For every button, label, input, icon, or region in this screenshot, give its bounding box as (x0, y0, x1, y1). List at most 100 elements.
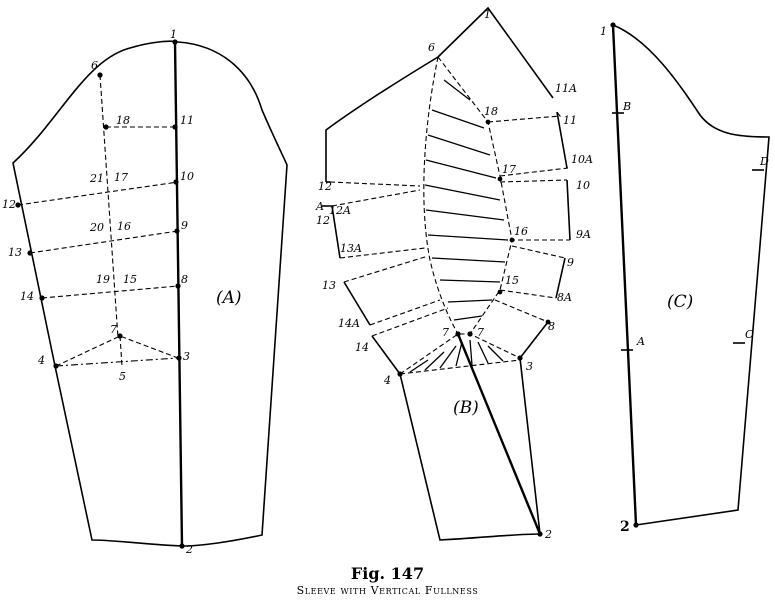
panel-a-label-7: 7 (110, 323, 117, 336)
panel-b-label-18: 18 (484, 105, 498, 118)
panel-a-dot-6 (97, 72, 103, 78)
panel-b-title: (B) (453, 398, 479, 418)
panel-b-dot-16 (509, 237, 515, 243)
panel-b-spread-13a (339, 247, 426, 259)
panel-b-cap-outline (437, 6, 554, 99)
panel-a-line-13-9 (29, 230, 179, 254)
panel-a-label-5: 5 (119, 370, 126, 383)
panel-a-line-4-7-3 (55, 335, 179, 367)
panel-a-line-12-10 (17, 181, 179, 206)
panel-c-dot-1 (610, 22, 616, 28)
panel-a-dot-2 (179, 543, 185, 549)
panel-a-dot-8 (175, 283, 181, 289)
panel-a-dot-13 (27, 250, 33, 256)
panel-b-spread-14 (371, 307, 449, 337)
figure-subtitle: Sleeve with Vertical Fullness (296, 584, 479, 597)
panel-b-spread-12 (329, 181, 421, 187)
panel-a-dot-1 (172, 39, 178, 45)
panel-a-dot-14 (39, 295, 45, 301)
panel-b-dot-18 (485, 119, 491, 125)
panel-b-right-seg-11a (556, 111, 568, 169)
panel-b-label-8: 8 (548, 320, 555, 333)
panel-a-label-2: 2 (185, 543, 193, 556)
panel-b-label-9: 9 (567, 256, 574, 269)
panel-a-dot-10 (173, 179, 179, 185)
panel-a: 1 6 18 11 21 17 10 12 20 16 9 13 19 15 8… (2, 28, 288, 556)
panel-b-label-17: 17 (502, 163, 516, 176)
panel-b-label-14: 14 (355, 341, 369, 354)
panel-b-label-12: 12 (318, 180, 332, 193)
panel-b-label-11a: 11A (555, 82, 577, 95)
panel-b-label-10a: 10A (571, 153, 593, 166)
panel-b-insert-right-edge (437, 56, 513, 335)
panel-b-label-12b: 12 (316, 214, 330, 227)
panel-a-label-14: 14 (20, 290, 34, 303)
panel-b-label-7b: 7 (477, 326, 484, 339)
panel-b-left-seg-14 (371, 335, 401, 375)
panel-b-dot-3 (517, 355, 523, 361)
panel-b-label-15: 15 (505, 274, 519, 287)
panel-a-label-1: 1 (170, 28, 177, 41)
panel-c-title: (C) (667, 292, 693, 312)
panel-b-label-12a: 12A (329, 204, 351, 217)
panel-c-label-b: B (622, 100, 631, 113)
panel-b-label-4: 4 (383, 374, 391, 387)
panel-a-label-13: 13 (8, 246, 22, 259)
panel-a-line-4-3 (55, 357, 179, 367)
panel-b-label-6: 6 (428, 41, 435, 54)
panel-b-right-seg-9a (555, 257, 566, 299)
panel-b-label-11: 11 (563, 114, 577, 127)
panel-b-dot-15 (497, 289, 503, 295)
panel-a-label-16: 16 (117, 220, 131, 233)
panel-b-right-seg-8a (519, 321, 549, 359)
panel-b-spread-12a (331, 189, 421, 207)
panel-a-label-17: 17 (114, 171, 128, 184)
panel-b-label-2: 2 (544, 528, 552, 541)
panel-b-upper-left-outline (325, 56, 439, 182)
panel-b-lower-v (399, 333, 521, 375)
panel-a-label-12: 12 (2, 198, 16, 211)
panel-a-dot-11 (172, 124, 178, 130)
panel-b-spread-14a (369, 299, 441, 326)
panel-b-spread-8 (494, 299, 549, 323)
panel-c-label-1: 1 (600, 25, 607, 38)
panel-b-label-1: 1 (484, 8, 491, 21)
panel-a-dot-12 (15, 202, 21, 208)
panel-b-label-a: A (315, 200, 324, 213)
panel-b-label-3: 3 (526, 360, 533, 373)
panel-a-outline (12, 40, 288, 547)
panel-c-label-a: A (636, 335, 645, 348)
panel-b-base-line (399, 359, 521, 375)
panel-b-label-14a: 14A (338, 317, 360, 330)
panel-a-label-21: 21 (89, 172, 104, 185)
panel-a-dot-4 (53, 363, 59, 369)
panel-b-right-seg-10a (566, 179, 571, 241)
panel-b-spread-8a (499, 289, 557, 299)
panel-a-dot-7 (117, 333, 123, 339)
panel-b-label-13: 13 (322, 279, 336, 292)
panel-c-label-2: 2 (620, 519, 630, 535)
panel-a-label-8: 8 (181, 273, 188, 286)
panel-b-spread-10a (499, 167, 569, 177)
panel-c-dot-2 (633, 522, 639, 528)
panel-c-grain-line (611, 24, 638, 526)
panel-b-dot-8 (545, 319, 551, 325)
panel-a-label-11: 11 (180, 114, 194, 127)
panel-b-hatching (409, 79, 509, 373)
panel-b-spread-13 (343, 255, 429, 283)
panel-a-dot-9 (174, 228, 180, 234)
panel-a-label-18: 18 (116, 114, 130, 127)
panel-b-label-9a: 9A (576, 228, 591, 241)
panel-b-label-8a: 8A (557, 291, 572, 304)
panel-a-line-14-8 (41, 285, 179, 299)
panel-a-label-6: 6 (91, 59, 98, 72)
panel-b-dot-7a (455, 331, 461, 337)
panel-a-label-3: 3 (183, 350, 190, 363)
panel-b-lower-outline (399, 357, 541, 541)
panel-b-dot-4 (397, 371, 403, 377)
panel-b-label-10: 10 (576, 179, 590, 192)
panel-a-label-15: 15 (123, 273, 137, 286)
panel-a-dot-3 (176, 355, 182, 361)
panel-c-label-d: D (759, 155, 769, 168)
panel-a-title: (A) (216, 288, 242, 308)
